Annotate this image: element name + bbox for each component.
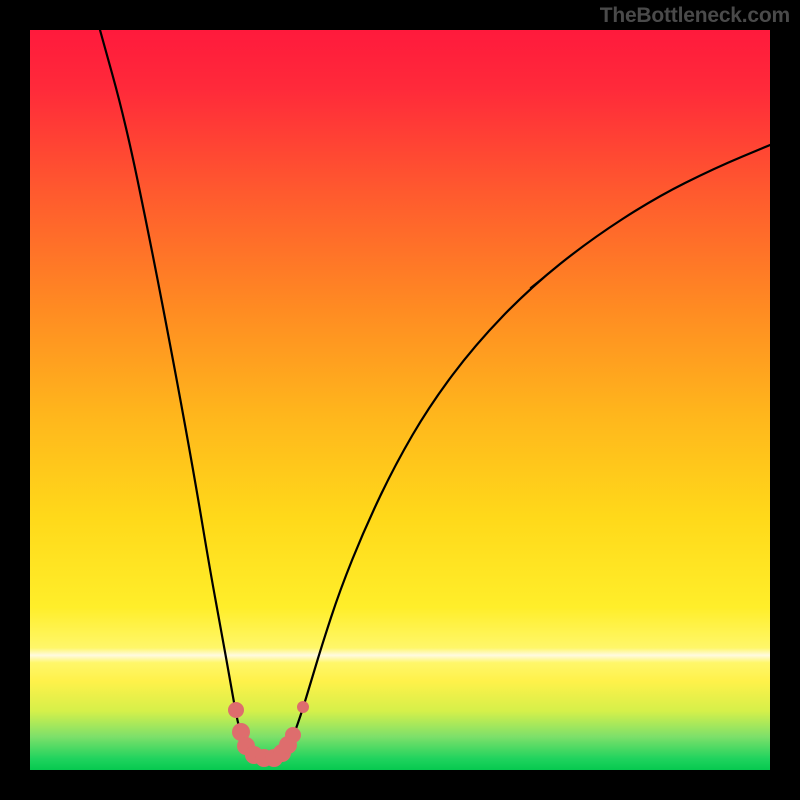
trough-markers [228,701,309,767]
bottleneck-curves [30,30,770,770]
trough-marker [228,702,244,718]
trough-marker [297,701,309,713]
plot-area [30,30,770,770]
chart-container: { "watermark": { "text": "TheBottleneck.… [0,0,800,800]
watermark-text: TheBottleneck.com [600,4,790,28]
left-curve [100,30,260,758]
trough-marker [285,727,301,743]
right-curve [278,145,770,758]
